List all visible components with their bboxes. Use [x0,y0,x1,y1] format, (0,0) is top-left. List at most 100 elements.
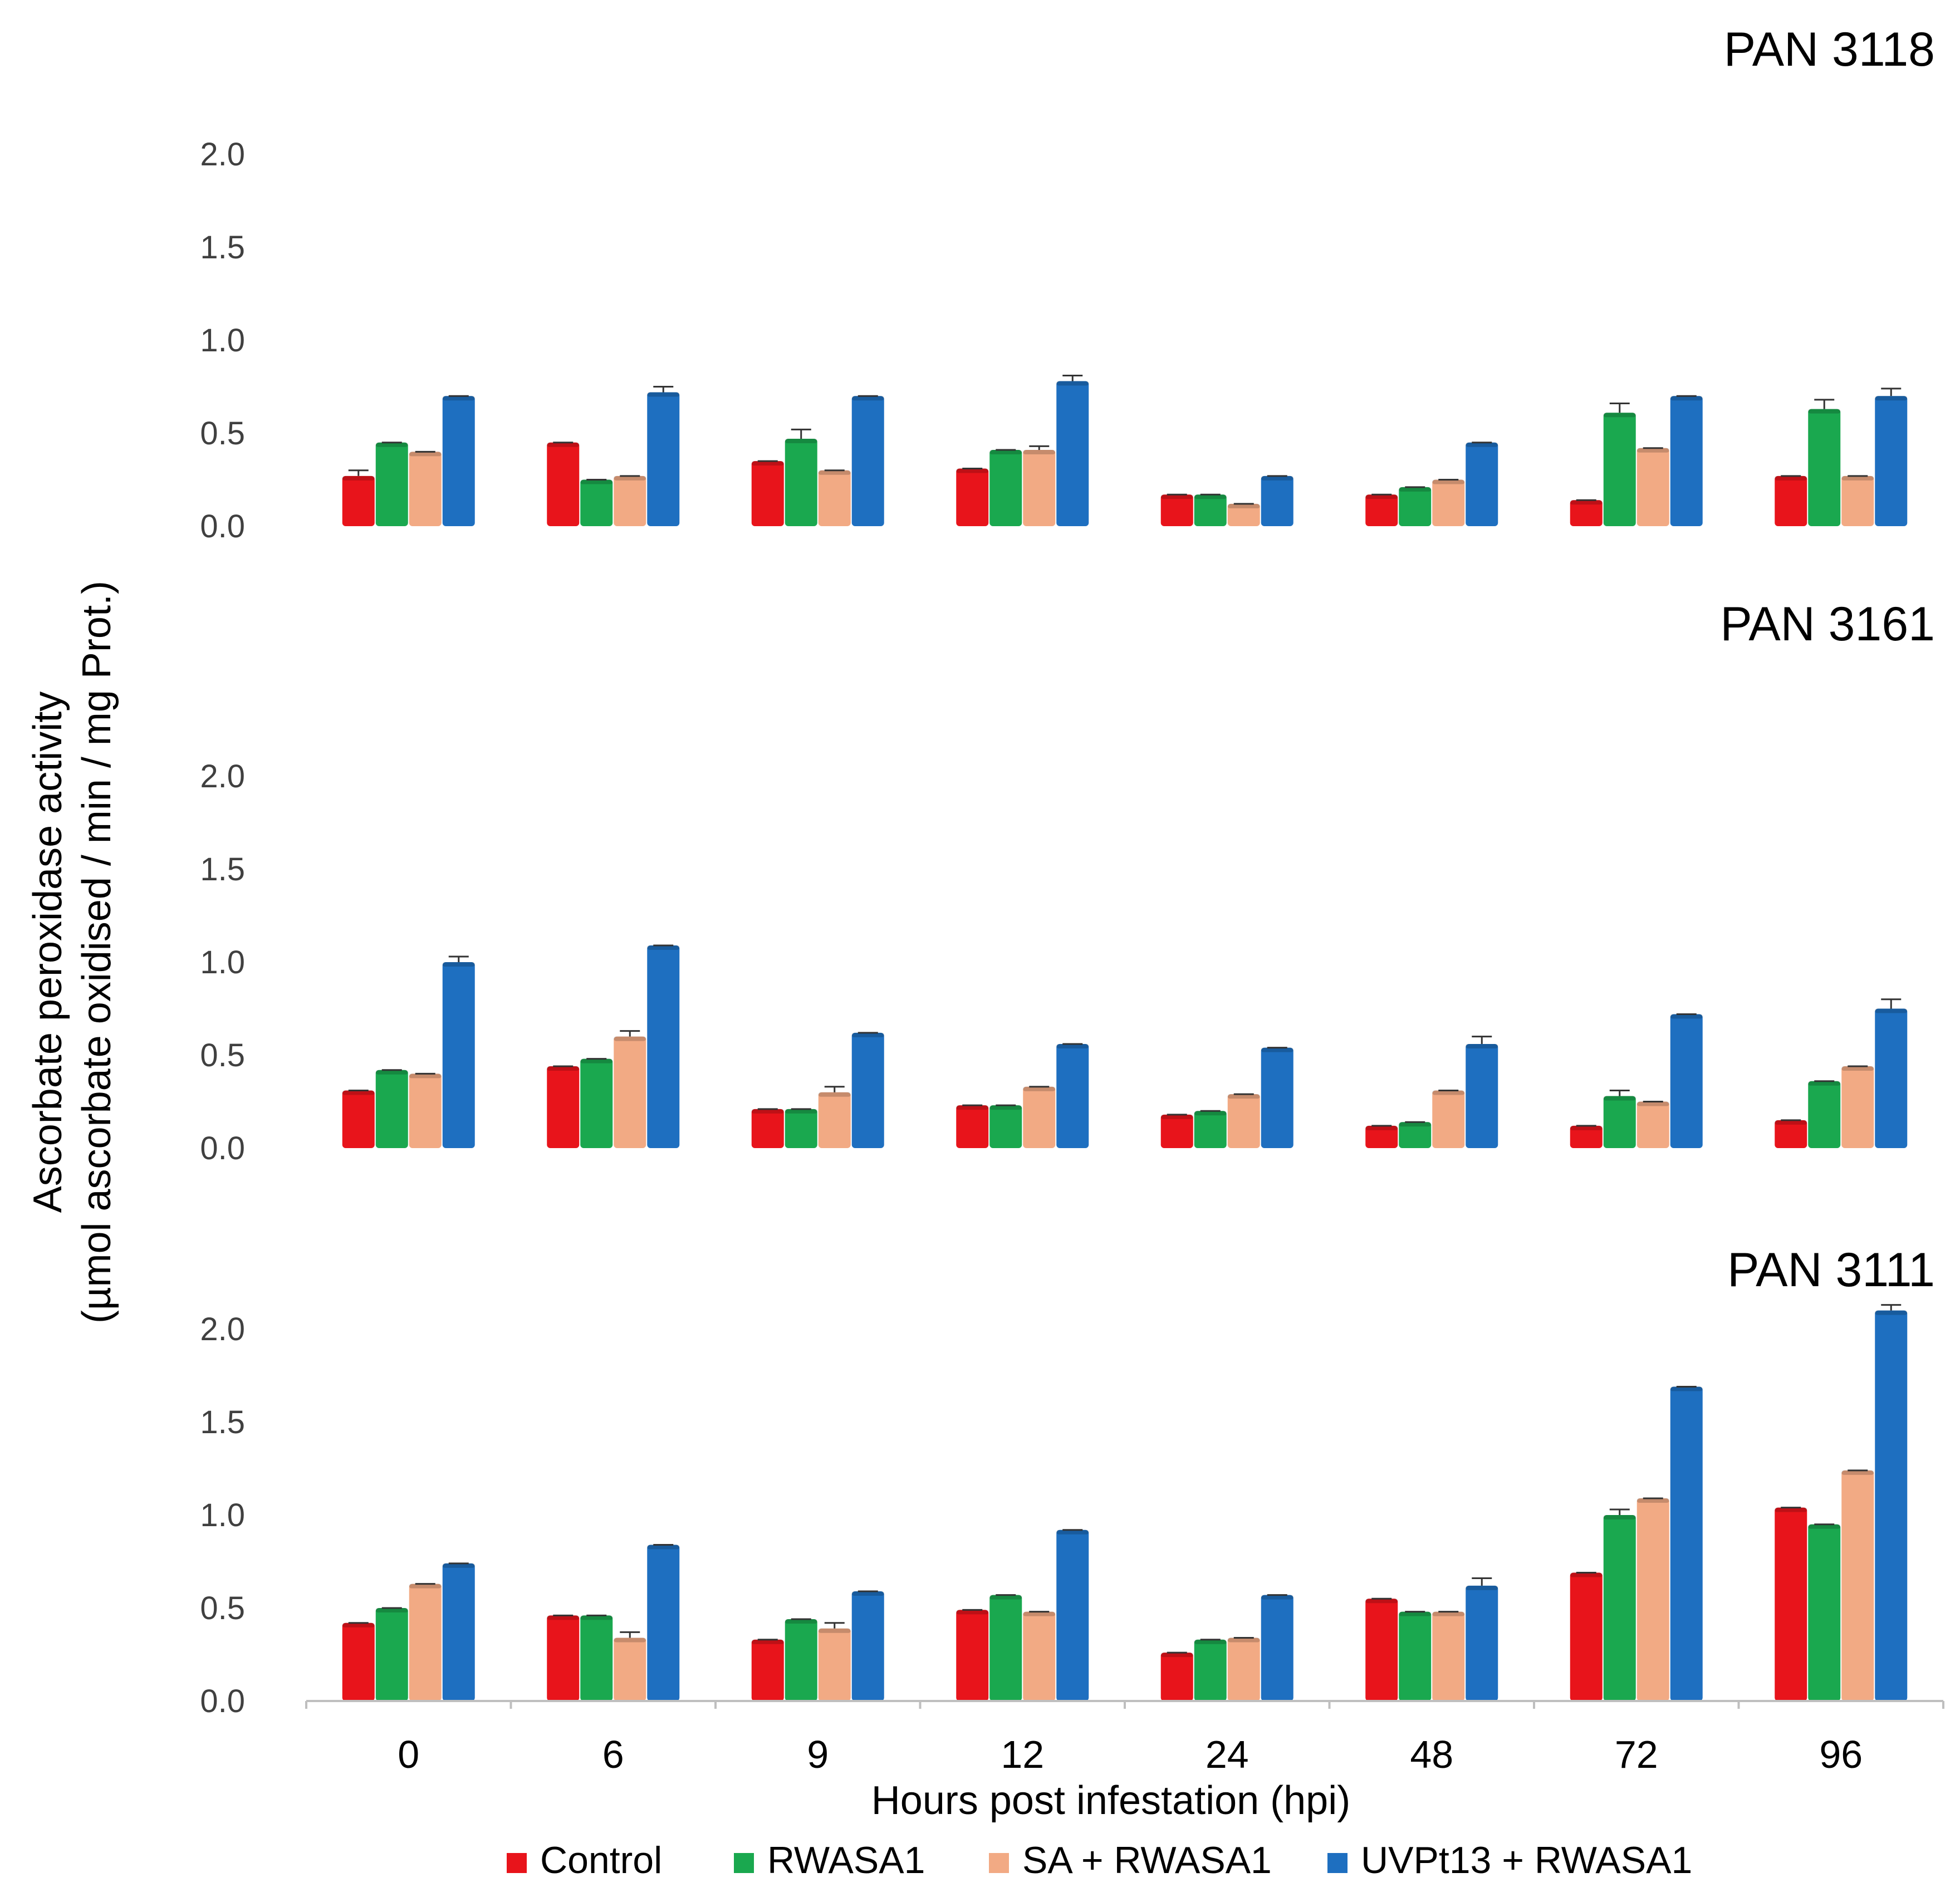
bar-cap [1056,381,1089,386]
bar-cap [1194,494,1227,499]
bar-cap [1570,1572,1603,1577]
bar-uvpt13-rwasa1-9hpi [851,1591,884,1701]
bar-cap [442,962,475,967]
bar-cap [1365,1125,1398,1130]
bar-sa-rwasa1-0hpi [409,1584,442,1701]
bar-cap [1399,1611,1432,1616]
bar-cap [1466,442,1498,447]
panels-layer: PAN 3118 0.0 0.5 1.0 1.5 2.0 PAN 3161 0.0 0.5 1.0… [200,23,1944,1776]
panel-pan-3118: PAN 3118 0.0 0.5 1.0 1.5 2.0 [200,23,1935,545]
error-bar [620,1030,640,1037]
bar-uvpt13-rwasa1-9hpi [851,1032,884,1148]
bar-uvpt13-rwasa1-96hpi [1875,1008,1908,1148]
panel-pan-3161: PAN 3161 0.0 0.5 1.0 1.5 2.0 [200,597,1935,1166]
error-bar [1814,399,1835,409]
bar-control-24hpi [1160,1114,1193,1148]
bar-cap [1603,1515,1636,1519]
bar-uvpt13-rwasa1-0hpi [442,1563,475,1701]
bar-cap [1227,1638,1260,1643]
bar-control-6hpi [547,442,580,526]
bar-control-96hpi [1775,1507,1807,1701]
y-tick-label: 1.0 [200,944,245,981]
bar-cap [442,1563,475,1568]
error-bar [1881,1304,1902,1311]
bar-cap [614,1036,646,1041]
bar-cap [1570,1125,1603,1130]
bar-sa-rwasa1-72hpi [1636,1101,1669,1148]
bar-cap [547,1066,580,1071]
y-tick-label: 0.0 [200,1130,245,1166]
panel-title: PAN 3118 [1724,23,1935,76]
bar-control-24hpi [1160,494,1193,526]
panel-pan-3111: PAN 3111 0.0 0.5 1.0 1.5 2.0 0 6 9 12 24 48 72 96 [200,1243,1944,1776]
bar-cap [1603,1096,1636,1101]
bar-rwasa1-9hpi [785,439,817,526]
panel-title: PAN 3111 [1727,1243,1935,1297]
y-axis-title-line1: Ascorbate peroxidase activity [26,692,70,1213]
y-tick-label: 1.5 [200,229,245,266]
error-bar [1881,998,1902,1009]
legend: Control RWASA1 SA + RWASA1 UVPt13 + RWAS… [507,1839,1692,1881]
error-bar [1609,1508,1630,1515]
bar-rwasa1-12hpi [989,1595,1022,1701]
bar-uvpt13-rwasa1-24hpi [1261,1047,1293,1148]
error-bar [653,386,674,393]
bar-rwasa1-48hpi [1399,1122,1432,1148]
y-tick-label: 0.0 [200,508,245,545]
bar-cap [1775,1507,1807,1512]
bar-cap [1570,500,1603,505]
bar-uvpt13-rwasa1-72hpi [1670,1386,1703,1701]
bar-cap [580,479,613,484]
bar-sa-rwasa1-6hpi [614,1036,646,1148]
y-tick-label: 0.0 [200,1683,245,1719]
bar-cap [956,1105,989,1110]
bar-rwasa1-24hpi [1194,1111,1227,1148]
error-bar [1881,388,1902,396]
error-bar [824,1086,845,1092]
bar-cap [1808,409,1841,414]
bar-cap [1636,1498,1669,1503]
bar-cap [1056,1530,1089,1535]
bar-cap [1056,1043,1089,1048]
bar-cap [1227,1094,1260,1099]
bar-sa-rwasa1-12hpi [1023,1086,1056,1148]
error-bar [620,1631,640,1638]
bar-control-6hpi [547,1615,580,1701]
bar-cap [851,1591,884,1596]
bar-rwasa1-72hpi [1603,413,1636,526]
y-tick-label: 1.0 [200,1497,245,1533]
bar-cap [956,468,989,473]
bar-cap [1160,1114,1193,1119]
x-tick-label: 0 [398,1733,419,1776]
bar-control-9hpi [751,1109,784,1148]
bar-control-12hpi [956,468,989,526]
x-tick-label: 48 [1410,1733,1453,1776]
bar-rwasa1-24hpi [1194,1639,1227,1701]
bar-rwasa1-48hpi [1399,1611,1432,1701]
bar-cap [1636,448,1669,453]
bar-control-72hpi [1570,500,1603,526]
bar-cap [1466,1043,1498,1048]
legend-swatch-sa-rwasa1 [989,1853,1009,1873]
bar-control-72hpi [1570,1572,1603,1701]
bar-rwasa1-6hpi [580,1058,613,1148]
bar-cap [614,476,646,481]
bar-sa-rwasa1-72hpi [1636,448,1669,526]
bar-cap [1023,1086,1056,1091]
bar-uvpt13-rwasa1-12hpi [1056,1530,1089,1701]
bar-cap [1160,494,1193,499]
legend-label-sa-rwasa1: SA + RWASA1 [1022,1839,1272,1881]
x-tick-label: 72 [1615,1733,1658,1776]
bar-uvpt13-rwasa1-24hpi [1261,476,1293,526]
bar-uvpt13-rwasa1-96hpi [1875,396,1908,526]
bar-cap [851,396,884,401]
bar-cap [1399,487,1432,492]
error-bar [1472,1577,1492,1586]
bar-control-24hpi [1160,1653,1193,1701]
y-axis-title-line2: (µmol ascorbate oxidised / min / mg Prot… [75,581,119,1323]
bar-sa-rwasa1-6hpi [614,1638,646,1701]
bar-cap [1160,1653,1193,1658]
bar-cap [785,1109,817,1114]
bar-cap [1466,1585,1498,1590]
